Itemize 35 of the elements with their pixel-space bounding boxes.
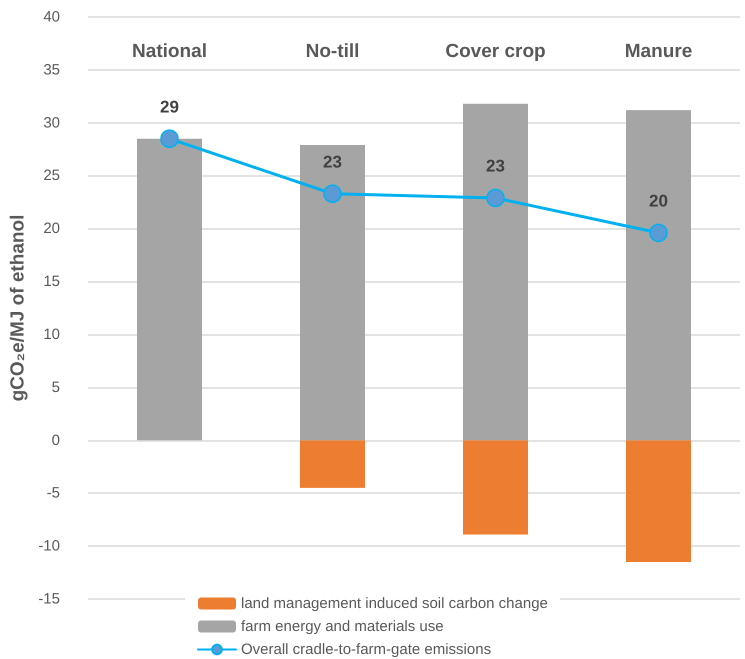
point — [649, 224, 668, 242]
bar — [300, 440, 365, 488]
data-label: 23 — [323, 152, 342, 172]
y-tick-label: -5 — [46, 484, 60, 502]
bar — [626, 440, 691, 562]
bar — [626, 110, 691, 440]
bar — [137, 138, 202, 440]
y-axis-title: gCO₂e/MJ of ethanol — [7, 214, 28, 402]
point — [160, 129, 179, 148]
point — [323, 184, 342, 203]
legend-label: Overall cradle-to-farm-gate emissions — [241, 641, 492, 658]
y-tick-label: 0 — [52, 432, 60, 449]
y-tick-label: 15 — [43, 273, 60, 290]
bar — [300, 145, 365, 440]
data-label: 29 — [160, 97, 179, 116]
data-label: 23 — [486, 156, 505, 176]
data-label: 20 — [649, 192, 668, 211]
bar — [463, 104, 528, 440]
y-tick-label: 35 — [43, 61, 60, 78]
y-tick-label: 30 — [43, 114, 60, 132]
y-tick-label: 20 — [43, 220, 60, 238]
y-tick-label: 40 — [43, 8, 60, 26]
x-tick-label: Manure — [624, 41, 692, 62]
y-tick-label: 25 — [43, 167, 60, 184]
y-tick-label: -15 — [38, 590, 60, 608]
point — [486, 188, 505, 208]
legend-label: land management induced soil carbon change — [241, 595, 548, 612]
legend-label: farm energy and materials use — [241, 618, 444, 635]
y-tick-label: 10 — [43, 326, 60, 343]
x-tick-label: Cover crop — [445, 41, 546, 62]
y-tick-label: 5 — [52, 378, 60, 396]
x-tick-label: No-till — [306, 41, 360, 62]
y-tick-label: -10 — [38, 538, 60, 555]
x-tick-label: National — [132, 41, 207, 62]
bar — [463, 440, 528, 534]
